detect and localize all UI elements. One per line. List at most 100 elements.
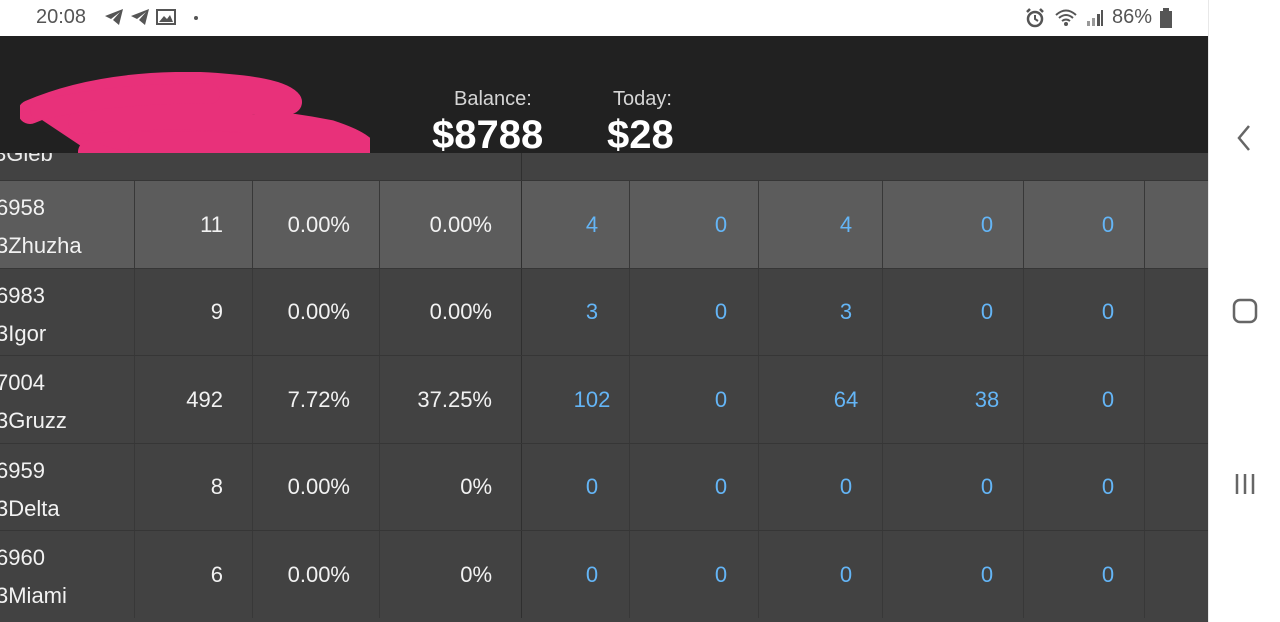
value-cell: 11 bbox=[200, 211, 223, 237]
column-divider bbox=[1144, 531, 1145, 618]
column-divider bbox=[758, 356, 759, 443]
row-title: 3Miami bbox=[0, 583, 67, 608]
value-link-cell[interactable]: 3 bbox=[839, 299, 853, 324]
column-divider bbox=[629, 531, 630, 618]
column-divider bbox=[629, 268, 630, 356]
value-cell: 492 bbox=[186, 386, 223, 412]
system-icons: 86% bbox=[1024, 6, 1172, 29]
value-link-cell[interactable]: 0 bbox=[714, 474, 728, 499]
dot-icon bbox=[194, 16, 198, 20]
row-id: 6958 bbox=[0, 195, 45, 220]
value-link-cell[interactable]: 0 bbox=[714, 211, 728, 237]
battery-percent: 86% bbox=[1111, 6, 1152, 28]
value-link-cell[interactable]: 64 bbox=[833, 386, 859, 412]
column-divider bbox=[252, 268, 253, 356]
column-divider bbox=[1023, 268, 1024, 356]
table-row[interactable]: 6958 3Zhuzha 11 0.00% 0.00% 4 0 4 0 0 bbox=[0, 180, 1208, 268]
column-divider bbox=[521, 531, 522, 618]
value-cell: 0.00% bbox=[287, 561, 350, 587]
value-cell: 9 bbox=[210, 299, 223, 324]
column-divider bbox=[1144, 268, 1145, 356]
telegram-icon bbox=[131, 9, 149, 25]
value-link-cell[interactable]: 4 bbox=[839, 211, 853, 237]
column-divider bbox=[1144, 443, 1145, 531]
telegram-icon bbox=[105, 9, 123, 25]
value-link-cell[interactable]: 0 bbox=[839, 561, 853, 587]
column-divider bbox=[134, 443, 135, 531]
column-divider bbox=[1023, 181, 1024, 268]
column-divider bbox=[758, 181, 759, 268]
value-link-cell[interactable]: 0 bbox=[1101, 474, 1115, 499]
column-divider bbox=[521, 443, 522, 531]
row-name: 3Gleb bbox=[0, 153, 53, 166]
value-link-cell[interactable]: 0 bbox=[980, 211, 994, 237]
column-divider bbox=[379, 356, 380, 443]
column-divider bbox=[252, 531, 253, 618]
table-row[interactable]: 7004 3Gruzz 492 7.72% 37.25% 102 0 64 38 0 bbox=[0, 355, 1208, 443]
value-link-cell[interactable]: 0 bbox=[1101, 299, 1115, 324]
value-link-cell[interactable]: 102 bbox=[573, 386, 611, 412]
value-link-cell[interactable]: 3 bbox=[585, 299, 599, 324]
row-name: 6958 3Zhuzha bbox=[0, 189, 82, 265]
row-title: 3Zhuzha bbox=[0, 233, 82, 258]
row-id: 7004 bbox=[0, 370, 45, 395]
value-link-cell[interactable]: 0 bbox=[585, 561, 599, 587]
today-stat: Today: $28 bbox=[607, 88, 683, 158]
value-cell: 0.00% bbox=[287, 211, 350, 237]
row-title: 3Igor bbox=[0, 320, 47, 346]
row-title: 3Delta bbox=[0, 495, 60, 521]
table-row-partial[interactable]: 3Gleb bbox=[0, 153, 1208, 180]
value-link-cell[interactable]: 0 bbox=[714, 386, 728, 412]
value-cell: 7.72% bbox=[287, 386, 350, 412]
column-divider bbox=[521, 181, 522, 268]
column-divider bbox=[629, 356, 630, 443]
chevron-left-icon[interactable] bbox=[1229, 122, 1261, 154]
recents-icon[interactable] bbox=[1229, 468, 1261, 500]
value-cell: 0% bbox=[460, 561, 492, 587]
value-link-cell[interactable]: 0 bbox=[980, 474, 994, 499]
balance-value: $8788 bbox=[432, 113, 544, 157]
value-link-cell[interactable]: 0 bbox=[714, 299, 728, 324]
value-link-cell[interactable]: 0 bbox=[839, 474, 853, 499]
column-divider bbox=[1023, 531, 1024, 618]
image-icon bbox=[156, 9, 176, 25]
column-divider bbox=[758, 443, 759, 531]
column-divider bbox=[1023, 443, 1024, 531]
value-link-cell[interactable]: 0 bbox=[980, 561, 994, 587]
column-divider bbox=[1144, 181, 1145, 268]
system-nav-bar bbox=[1208, 0, 1280, 622]
balance-label: Balance: bbox=[454, 88, 532, 110]
column-divider bbox=[882, 443, 883, 531]
column-divider bbox=[629, 181, 630, 268]
value-link-cell[interactable]: 0 bbox=[980, 299, 994, 324]
column-divider bbox=[521, 268, 522, 356]
table-row[interactable]: 6959 3Delta 8 0.00% 0% 0 0 0 0 0 bbox=[0, 442, 1208, 531]
table-row[interactable]: 6983 3Igor 9 0.00% 0.00% 3 0 3 0 0 bbox=[0, 267, 1208, 356]
home-square-icon[interactable] bbox=[1229, 295, 1261, 327]
notification-icons bbox=[104, 8, 202, 26]
value-link-cell[interactable]: 38 bbox=[974, 386, 1000, 412]
value-link-cell[interactable]: 0 bbox=[585, 474, 599, 499]
column-divider bbox=[252, 356, 253, 443]
column-divider bbox=[521, 356, 522, 443]
row-name: 6983 3Igor bbox=[0, 277, 46, 353]
column-divider bbox=[1144, 356, 1145, 443]
value-link-cell[interactable]: 0 bbox=[1101, 561, 1115, 587]
row-id: 6960 bbox=[0, 545, 45, 570]
column-divider bbox=[134, 268, 135, 356]
value-link-cell[interactable]: 4 bbox=[585, 211, 599, 237]
value-link-cell[interactable]: 0 bbox=[1101, 386, 1115, 412]
stats-table[interactable]: 3Gleb 6958 3Zhuzha 11 0.00% 0.00% 4 0 4 0 0 6983 3I… bbox=[0, 153, 1208, 622]
row-title: 3Gruzz bbox=[0, 408, 67, 433]
column-divider bbox=[629, 443, 630, 531]
row-id: 6983 bbox=[0, 282, 45, 308]
app-header: Balance: $8788 Today: $28 bbox=[0, 36, 1208, 177]
column-divider bbox=[134, 531, 135, 618]
column-divider bbox=[379, 268, 380, 356]
value-link-cell[interactable]: 0 bbox=[714, 561, 728, 587]
column-divider bbox=[379, 443, 380, 531]
table-row[interactable]: 6960 3Miami 6 0.00% 0% 0 0 0 0 0 bbox=[0, 530, 1208, 618]
row-name: 7004 3Gruzz bbox=[0, 364, 67, 440]
value-link-cell[interactable]: 0 bbox=[1101, 211, 1115, 237]
row-name: 6959 3Delta bbox=[0, 452, 60, 528]
